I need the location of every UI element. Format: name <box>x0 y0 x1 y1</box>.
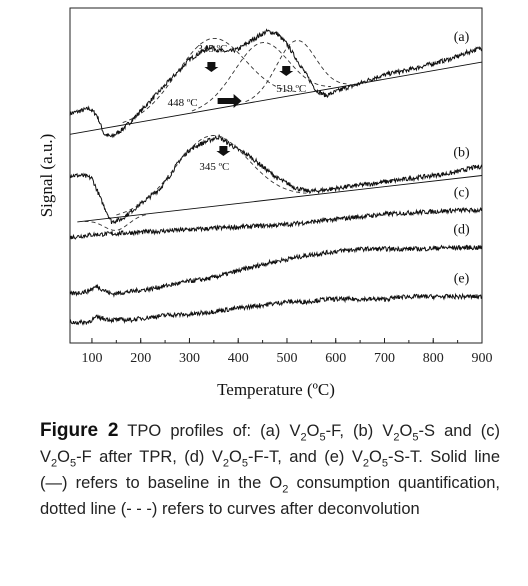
deconvolution-curve <box>84 213 148 231</box>
series-label: (e) <box>454 272 470 287</box>
x-tick-label: 100 <box>81 351 102 366</box>
annotation-345-a: 345 ºC <box>197 43 227 55</box>
series-line <box>69 28 483 139</box>
annotation-345-b: 345 ºC <box>199 161 229 173</box>
arrow-down-icon <box>204 62 219 72</box>
caption-label: Figure 2 <box>40 420 119 441</box>
series-5: (e) <box>69 272 483 326</box>
series-line <box>69 206 483 240</box>
x-axis-title: Temperature (ºC) <box>217 380 335 399</box>
x-tick-label: 500 <box>276 351 297 366</box>
series-label: (b) <box>453 146 470 161</box>
series-label: (d) <box>453 223 470 238</box>
x-tick-label: 200 <box>130 351 151 366</box>
annotation-519-a: 519 ºC <box>276 83 306 95</box>
baseline-line <box>69 61 483 135</box>
caption-text: TPO profiles of: (a) V2O5-F, (b) V2O5-S … <box>40 422 501 518</box>
x-tick-label: 900 <box>472 351 493 366</box>
series-line <box>69 292 483 326</box>
x-tick-label: 400 <box>228 351 249 366</box>
deconvolution-curve <box>245 40 347 103</box>
x-tick-label: 800 <box>423 351 444 366</box>
annotation-448-a: 448 ºC <box>168 97 198 109</box>
arrow-right-icon <box>217 94 242 108</box>
series-4: (d) <box>69 223 483 298</box>
chart-area: 100 200 300 400 500 600 700 800 900 Temperature (… <box>37 7 493 399</box>
baseline-line <box>77 175 483 223</box>
series-line <box>69 244 483 298</box>
arrow-down-icon <box>279 66 294 76</box>
series-label: (a) <box>454 30 470 45</box>
deconvolution-curve <box>191 42 331 112</box>
series-3: (c) <box>69 185 483 240</box>
y-axis-title: Signal (a.u.) <box>37 134 56 218</box>
deconvolution-curve <box>122 37 300 124</box>
deconvolution-curve <box>116 135 307 216</box>
series-1: (a) <box>69 28 483 139</box>
x-tick-label: 600 <box>325 351 346 366</box>
series-label: (c) <box>454 185 470 200</box>
figure-caption: Figure 2 TPO profiles of: (a) V2O5-F, (b… <box>40 418 500 522</box>
x-tick-label: 700 <box>374 351 395 366</box>
arrow-down-icon <box>216 146 231 156</box>
x-tick-label: 300 <box>179 351 200 366</box>
tpo-chart: 100 200 300 400 500 600 700 800 900 Temperature (… <box>37 7 493 399</box>
